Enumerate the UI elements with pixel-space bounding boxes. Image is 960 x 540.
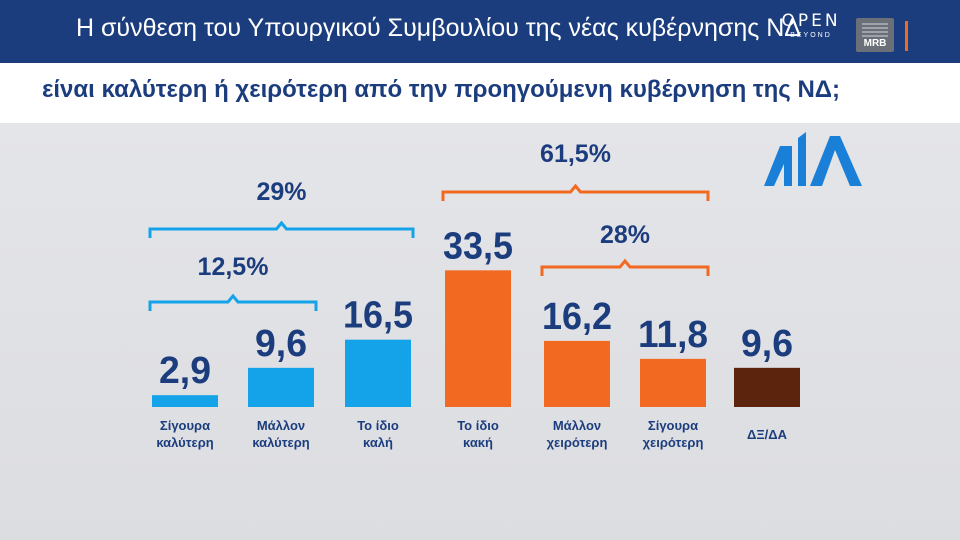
data-label: 16,2 <box>542 296 612 338</box>
category-label: καλύτερη <box>252 435 309 450</box>
bracket <box>148 220 415 238</box>
header-accent-divider <box>905 21 908 51</box>
category-label: Σίγουρα <box>648 418 698 433</box>
category-label: κακή <box>463 435 493 450</box>
bracket-label: 12,5% <box>198 253 269 281</box>
open-beyond-logo: OPEN BEYOND <box>776 11 846 39</box>
category-label: καλή <box>363 435 393 450</box>
category-label: Το ίδιο <box>357 418 399 433</box>
category-label: Μάλλον <box>257 418 305 433</box>
data-label: 33,5 <box>443 225 513 267</box>
category-label: χειρότερη <box>643 435 704 450</box>
data-label: 9,6 <box>255 323 307 365</box>
bar <box>445 270 511 407</box>
nd-party-logo-icon <box>764 132 862 186</box>
bracket-label: 29% <box>256 178 306 206</box>
bar <box>544 340 610 407</box>
bar <box>640 358 706 407</box>
mrb-logo-graphic <box>862 23 888 37</box>
logo-open-text: OPEN <box>781 11 841 31</box>
bracket <box>540 258 710 276</box>
category-label: Μάλλον <box>553 418 601 433</box>
bar <box>734 367 800 407</box>
bracket <box>441 183 710 201</box>
category-label: Το ίδιο <box>457 418 499 433</box>
bracket <box>148 293 318 311</box>
header-bar: Η σύνθεση του Υπουργικού Συμβουλίου της … <box>0 0 960 63</box>
logo-mrb-text: MRB <box>863 38 887 49</box>
bar <box>248 367 314 407</box>
logo-open-subtext: BEYOND <box>790 32 832 39</box>
data-label: 2,9 <box>159 350 211 392</box>
category-label: χειρότερη <box>547 435 608 450</box>
bar <box>345 339 411 407</box>
data-label: 9,6 <box>741 323 793 365</box>
bar <box>152 395 218 407</box>
bracket-label: 28% <box>600 221 650 249</box>
category-label: καλύτερη <box>156 435 213 450</box>
category-label: ΔΞ/ΔΑ <box>747 427 788 442</box>
data-label: 16,5 <box>343 295 413 337</box>
question-subtitle: είναι καλύτερη ή χειρότερη από την προηγ… <box>42 76 841 103</box>
subtitle-bar: είναι καλύτερη ή χειρότερη από την προηγ… <box>0 63 960 123</box>
bracket-label: 61,5% <box>540 140 611 168</box>
data-label: 11,8 <box>638 314 708 356</box>
page-title: Η σύνθεση του Υπουργικού Συμβουλίου της … <box>76 14 801 42</box>
mrb-logo: MRB <box>856 18 894 52</box>
category-label: Σίγουρα <box>160 418 210 433</box>
